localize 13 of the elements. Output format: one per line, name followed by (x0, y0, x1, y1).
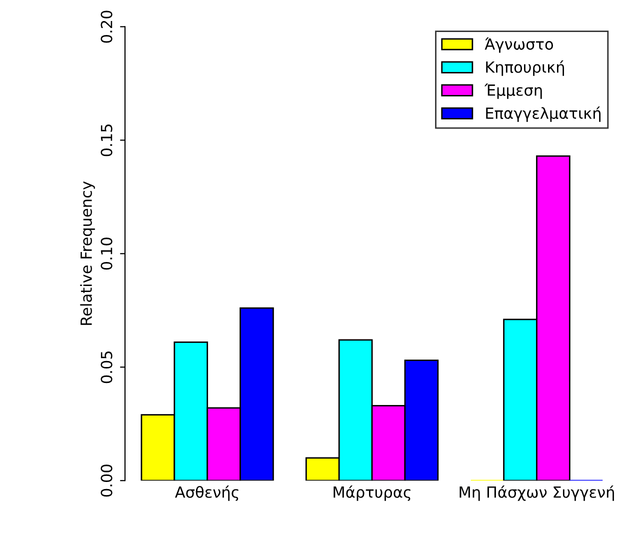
x-tick-label: Ασθενής (175, 485, 238, 501)
y-tick-label: 0.05 (100, 351, 112, 384)
x-tick-label: Μάρτυρας (334, 485, 410, 501)
y-tick-label: 0.20 (100, 10, 112, 43)
legend-label: Έμμεση (484, 83, 542, 99)
legend-label: Επαγγελματική (486, 106, 601, 122)
y-axis-title: Relative Frequency (80, 181, 95, 325)
y-tick-label: 0.10 (100, 238, 112, 270)
legend-label: Κηπουρική (486, 60, 564, 76)
legend-label: Άγνωστο (484, 37, 553, 53)
y-tick-label: 0.00 (100, 464, 112, 497)
y-tick-label: 0.15 (100, 124, 112, 156)
x-tick-label: Μη Πάσχων Συγγενή (460, 485, 614, 501)
